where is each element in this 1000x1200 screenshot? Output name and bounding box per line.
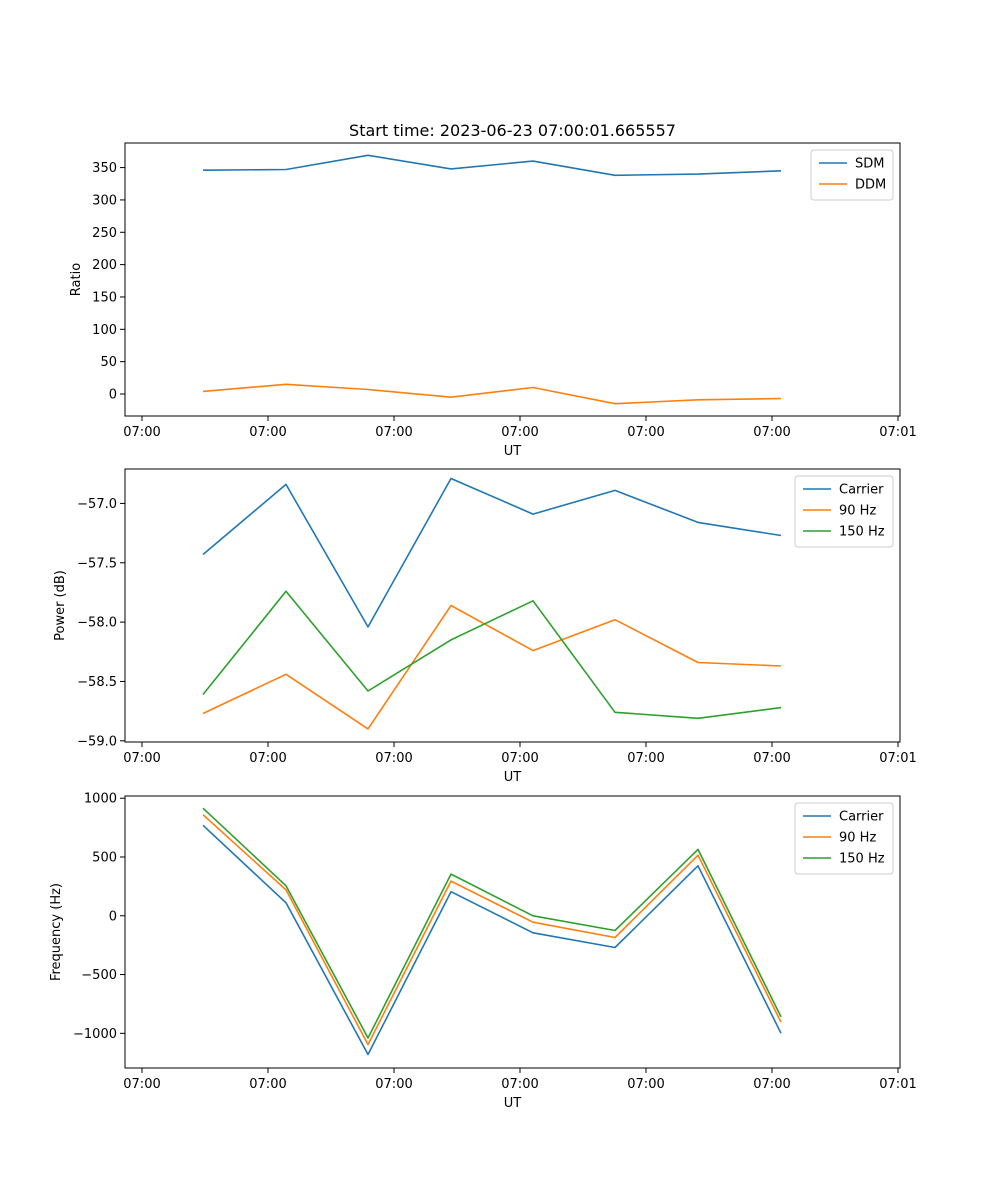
x-tick-label: 07:01 [879, 1077, 916, 1092]
legend-label: Carrier [839, 810, 884, 825]
x-tick-label: 07:00 [375, 751, 412, 766]
series-line-carrier [202, 477, 782, 628]
legend-label: 150 Hz [839, 852, 885, 867]
x-tick-label: 07:00 [123, 1077, 160, 1092]
legend-label: Carrier [839, 483, 884, 498]
series-line-90-hz [202, 814, 782, 1046]
x-tick-label: 07:00 [375, 1077, 412, 1092]
x-tick-label: 07:00 [753, 1077, 790, 1092]
x-axis-label: UT [504, 444, 522, 459]
x-tick-label: 07:00 [123, 425, 160, 440]
y-axis-label: Frequency (Hz) [49, 883, 64, 981]
y-tick-label: 50 [100, 355, 117, 370]
series-line-90-hz [202, 604, 782, 730]
y-tick-label: −57.5 [77, 556, 117, 571]
legend: SDM DDM [810, 149, 894, 201]
axes-frame [124, 142, 901, 417]
x-tick-label: 07:00 [249, 751, 286, 766]
x-tick-label: 07:00 [249, 425, 286, 440]
frequency-subplot: 07:00 07:00 07:00 07:00 07:00 07:00 07:01 −1000… [49, 792, 917, 1111]
legend-label: SDM [855, 157, 884, 172]
y-tick-label: −500 [81, 968, 117, 983]
x-tick-label: 07:00 [501, 425, 538, 440]
y-tick-label: 350 [92, 161, 117, 176]
axes-frame [124, 468, 901, 743]
legend-box [794, 475, 894, 548]
y-tick-label: −57.0 [77, 497, 117, 512]
legend-box [794, 802, 894, 875]
y-tick-label: 200 [92, 258, 117, 273]
x-tick-label: 07:00 [375, 425, 412, 440]
y-axis-label: Ratio [69, 263, 84, 296]
x-axis-label: UT [504, 1096, 522, 1111]
y-axis-label: Power (dB) [53, 570, 68, 641]
y-tick-label: 300 [92, 193, 117, 208]
legend: Carrier 90 Hz 150 Hz [794, 475, 894, 548]
x-tick-label: 07:00 [249, 1077, 286, 1092]
series-line-150-hz [202, 807, 782, 1039]
x-axis-label: UT [504, 770, 522, 785]
y-tick-label: 0 [109, 388, 117, 403]
x-tick-label: 07:00 [753, 751, 790, 766]
x-tick-label: 07:00 [753, 425, 790, 440]
legend-label: 90 Hz [839, 831, 876, 846]
y-tick-label: −58.0 [77, 616, 117, 631]
legend-label: 90 Hz [839, 504, 876, 519]
y-tick-label: −59.0 [77, 734, 117, 749]
x-tick-label: 07:00 [627, 1077, 664, 1092]
y-tick-label: −1000 [73, 1027, 117, 1042]
y-tick-label: −58.5 [77, 675, 117, 690]
legend: Carrier 90 Hz 150 Hz [794, 802, 894, 875]
x-tick-label: 07:00 [501, 1077, 538, 1092]
series-line-sdm [202, 154, 782, 177]
y-tick-label: 150 [92, 290, 117, 305]
x-tick-label: 07:00 [627, 751, 664, 766]
power-ratio-subplot: 07:00 07:00 07:00 07:00 07:00 07:00 07:01 0 50 10… [69, 142, 917, 459]
x-tick-label: 07:01 [879, 425, 916, 440]
power-subplot: 07:00 07:00 07:00 07:00 07:00 07:00 07:01 −59.0… [53, 468, 917, 785]
legend-label: DDM [855, 178, 886, 193]
x-tick-label: 07:01 [879, 751, 916, 766]
axes-frame [124, 795, 901, 1069]
legend-label: 150 Hz [839, 525, 885, 540]
y-tick-label: 100 [92, 323, 117, 338]
y-tick-label: 250 [92, 226, 117, 241]
y-tick-label: 0 [109, 909, 117, 924]
series-line-150-hz [202, 590, 782, 720]
x-tick-label: 07:00 [627, 425, 664, 440]
series-line-ddm [202, 383, 782, 405]
x-tick-label: 07:00 [123, 751, 160, 766]
figure-title: Start time: 2023-06-23 07:00:01.665557 [349, 121, 676, 140]
y-tick-label: 1000 [84, 792, 117, 807]
series-line-carrier [202, 824, 782, 1056]
y-tick-label: 500 [92, 851, 117, 866]
x-tick-label: 07:00 [501, 751, 538, 766]
